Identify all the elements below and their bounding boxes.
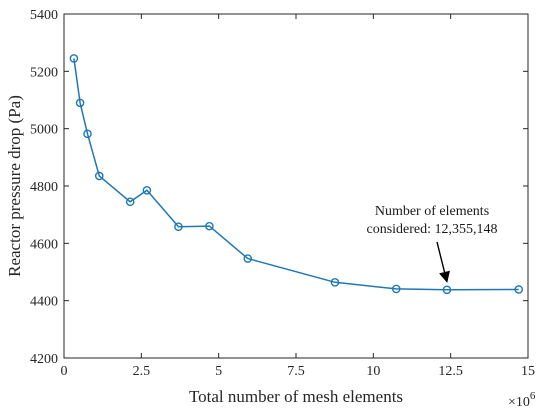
x-scale-base: ×10 xyxy=(508,395,530,410)
data-point xyxy=(205,221,214,231)
y-tick-label: 5200 xyxy=(30,65,58,80)
plot-frame xyxy=(63,13,529,359)
x-tick-label: 5 xyxy=(215,364,222,379)
annotation-line-1: Number of elements xyxy=(375,204,489,219)
data-point xyxy=(75,98,85,108)
y-tick-label: 4400 xyxy=(30,295,58,310)
data-point xyxy=(69,54,79,63)
x-tick-label: 15 xyxy=(521,364,535,379)
data-point xyxy=(442,285,452,295)
data-point xyxy=(514,285,524,294)
y-tick-label: 4600 xyxy=(30,237,58,252)
data-point xyxy=(94,171,104,181)
data-point xyxy=(125,197,135,207)
x-axis-ticks: 0 2.5 5 7.5 10 12.5 15 xyxy=(61,14,535,379)
x-scale-exponent: 6 xyxy=(530,390,536,402)
x-tick-label: 7.5 xyxy=(287,364,305,379)
y-tick-label: 4800 xyxy=(30,180,58,195)
y-tick-label: 4200 xyxy=(30,352,58,367)
data-point xyxy=(391,284,401,294)
x-axis-title: Total number of mesh elements xyxy=(189,387,403,406)
y-tick-label: 5400 xyxy=(30,8,58,23)
y-axis-ticks: 4200 4400 4600 4800 5000 5200 5400 xyxy=(30,8,528,367)
series-layer xyxy=(69,54,524,295)
x-tick-label: 10 xyxy=(366,364,380,379)
data-point xyxy=(243,254,253,263)
annotation-line-2: considered: 12,355,148 xyxy=(366,222,497,237)
annotation-arrow xyxy=(436,241,450,283)
data-point xyxy=(142,185,152,195)
x-tick-label: 2.5 xyxy=(133,364,151,379)
series-line xyxy=(73,58,519,291)
data-point xyxy=(174,222,183,232)
x-scale-factor: ×106 xyxy=(508,390,536,410)
x-tick-label: 12.5 xyxy=(438,364,463,379)
y-tick-label: 5000 xyxy=(30,123,58,138)
data-point xyxy=(83,129,92,139)
x-tick-label: 0 xyxy=(61,364,68,379)
y-axis-title: Reactor pressure drop (Pa) xyxy=(5,95,24,277)
data-point xyxy=(330,278,340,287)
